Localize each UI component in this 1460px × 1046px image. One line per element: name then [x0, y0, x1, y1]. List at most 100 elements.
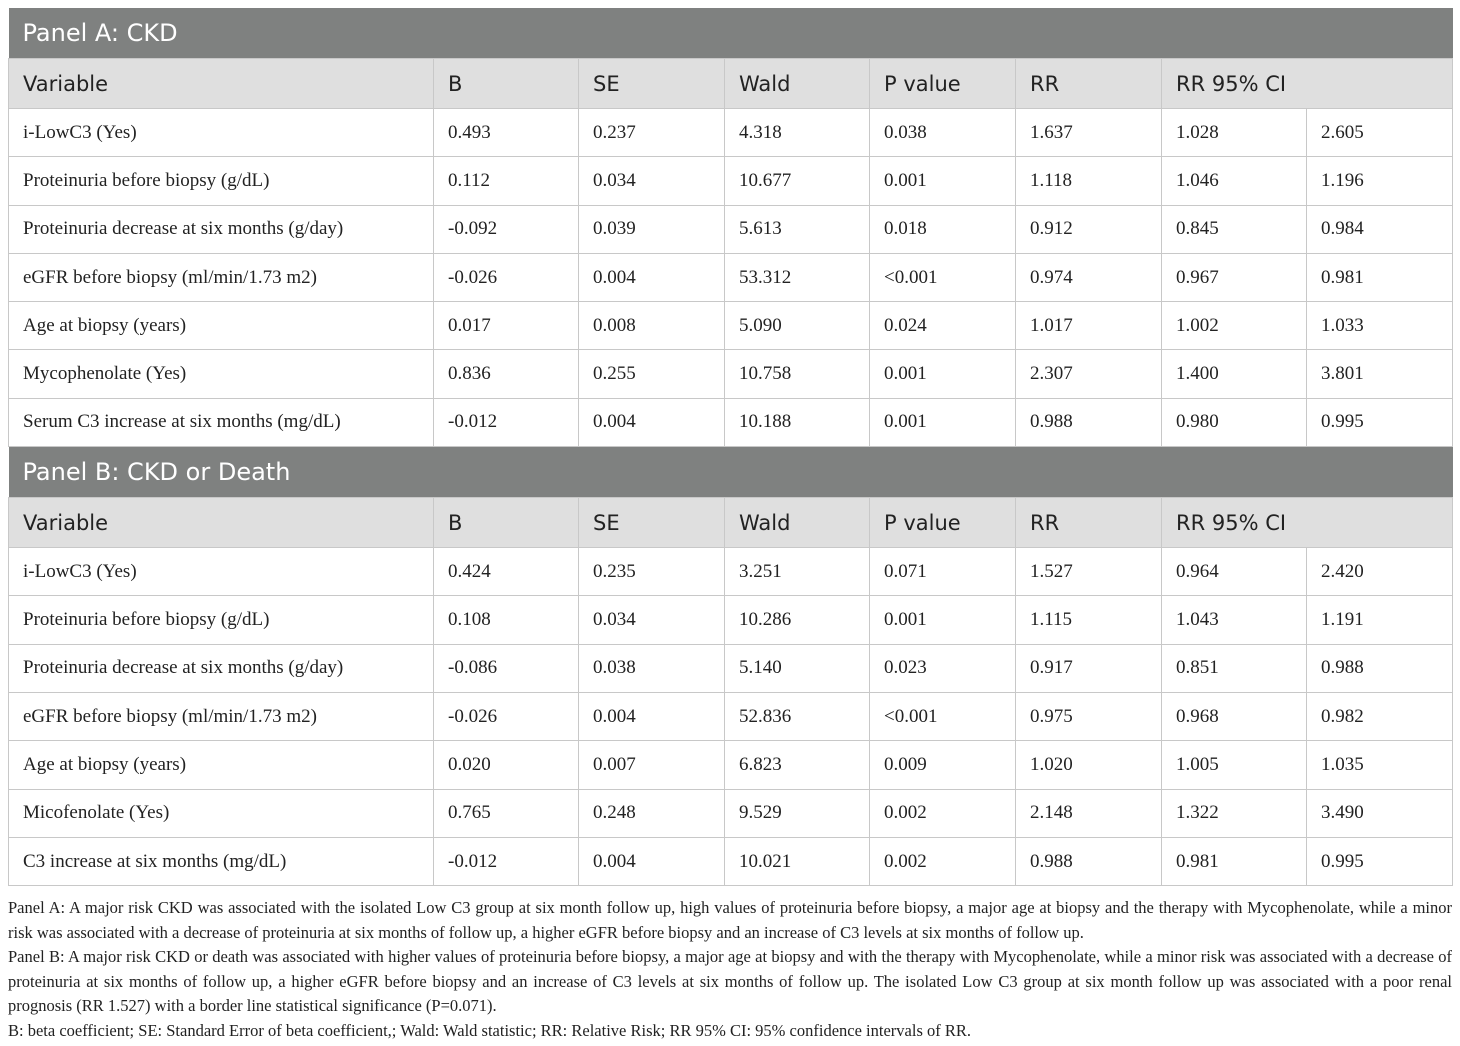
value-cell: 0.009: [869, 740, 1016, 790]
value-cell: 0.981: [1305, 252, 1454, 303]
column-header: SE: [578, 58, 725, 109]
value-cell: 10.188: [724, 397, 870, 448]
value-cell: 1.035: [1305, 740, 1454, 790]
column-header: Wald: [724, 497, 870, 549]
value-cell: 1.196: [1305, 156, 1454, 206]
column-header: Variable: [8, 497, 434, 549]
value-cell: 0.912: [1015, 204, 1162, 254]
value-cell: -0.012: [433, 836, 579, 887]
value-cell: 1.115: [1015, 595, 1162, 645]
value-cell: 5.613: [724, 204, 870, 254]
value-cell: 5.140: [724, 643, 870, 693]
table-row: Proteinuria before biopsy (g/dL) 0.108 0.0…: [8, 595, 1454, 645]
column-header: RR 95% CI: [1160, 58, 1454, 109]
value-cell: 0.001: [869, 156, 1016, 206]
column-header: P value: [869, 497, 1016, 549]
value-cell: 1.118: [1015, 156, 1162, 206]
value-cell: 0.004: [578, 691, 725, 742]
value-cell: 0.984: [1305, 204, 1454, 254]
value-cell: 0.235: [578, 547, 725, 597]
value-cell: 53.312: [724, 252, 870, 303]
variable-cell: Proteinuria before biopsy (g/dL): [8, 156, 434, 206]
variable-cell: Mycophenolate (Yes): [8, 349, 434, 399]
column-header: RR: [1015, 58, 1162, 109]
value-cell: 0.039: [578, 204, 725, 254]
value-cell: 3.251: [724, 547, 870, 597]
value-cell: 1.028: [1161, 107, 1307, 158]
table-row: Serum C3 increase at six months (mg/dL) -…: [8, 397, 1454, 448]
column-header: SE: [578, 497, 725, 549]
variable-cell: Proteinuria before biopsy (g/dL): [8, 595, 434, 645]
value-cell: 0.038: [869, 107, 1016, 158]
value-cell: 3.801: [1305, 349, 1454, 399]
table-row: Age at biopsy (years) 0.020 0.007 6.823 0.00…: [8, 740, 1454, 790]
value-cell: 0.034: [578, 156, 725, 206]
column-header-row: Variable B SE Wald P value RR RR 95% CI: [8, 497, 1454, 549]
value-cell: 0.018: [869, 204, 1016, 254]
value-cell: 10.021: [724, 836, 870, 887]
value-cell: 0.024: [869, 301, 1016, 351]
value-cell: -0.026: [433, 252, 579, 303]
value-cell: 2.148: [1015, 788, 1162, 838]
value-cell: 0.845: [1161, 204, 1307, 254]
value-cell: 1.020: [1015, 740, 1162, 790]
value-cell: 0.851: [1161, 643, 1307, 693]
table-row: Proteinuria decrease at six months (g/da…: [8, 643, 1454, 693]
table-row: i-LowC3 (Yes) 0.493 0.237 4.318 0.038 1.637 1.…: [8, 107, 1454, 158]
value-cell: 1.043: [1161, 595, 1307, 645]
table-footnotes: Panel A: A major risk CKD was associated…: [8, 896, 1452, 1043]
table-row: C3 increase at six months (mg/dL) -0.012 0…: [8, 836, 1454, 887]
value-cell: 0.071: [869, 547, 1016, 597]
value-cell: 0.108: [433, 595, 579, 645]
value-cell: 0.001: [869, 595, 1016, 645]
footnote-abbreviations: B: beta coefficient; SE: Standard Error …: [8, 1020, 971, 1040]
variable-cell: C3 increase at six months (mg/dL): [8, 836, 434, 887]
value-cell: 0.248: [578, 788, 725, 838]
value-cell: 52.836: [724, 691, 870, 742]
variable-cell: eGFR before biopsy (ml/min/1.73 m2): [8, 691, 434, 742]
value-cell: 0.112: [433, 156, 579, 206]
footnote-panel-b: Panel B: A major risk CKD or death was a…: [8, 947, 1452, 1015]
value-cell: 0.968: [1161, 691, 1307, 742]
value-cell: 10.758: [724, 349, 870, 399]
variable-cell: Serum C3 increase at six months (mg/dL): [8, 397, 434, 448]
variable-cell: Age at biopsy (years): [8, 740, 434, 790]
value-cell: 0.982: [1305, 691, 1454, 742]
value-cell: 0.967: [1161, 252, 1307, 303]
variable-cell: i-LowC3 (Yes): [8, 107, 434, 158]
value-cell: 0.255: [578, 349, 725, 399]
value-cell: 0.001: [869, 349, 1016, 399]
value-cell: 1.033: [1305, 301, 1454, 351]
value-cell: 0.493: [433, 107, 579, 158]
value-cell: 10.286: [724, 595, 870, 645]
value-cell: 0.975: [1015, 691, 1162, 742]
table-row: Age at biopsy (years) 0.017 0.008 5.090 0.02…: [8, 301, 1454, 351]
value-cell: 1.400: [1161, 349, 1307, 399]
value-cell: 0.917: [1015, 643, 1162, 693]
value-cell: 0.023: [869, 643, 1016, 693]
value-cell: 0.007: [578, 740, 725, 790]
table-row: Proteinuria before biopsy (g/dL) 0.112 0.0…: [8, 156, 1454, 206]
value-cell: 1.017: [1015, 301, 1162, 351]
value-cell: 1.002: [1161, 301, 1307, 351]
value-cell: 1.322: [1161, 788, 1307, 838]
variable-cell: eGFR before biopsy (ml/min/1.73 m2): [8, 252, 434, 303]
panel-title: Panel A: CKD: [8, 8, 1453, 59]
value-cell: 0.001: [869, 397, 1016, 448]
value-cell: 0.981: [1161, 836, 1307, 887]
value-cell: 2.307: [1015, 349, 1162, 399]
value-cell: 4.318: [724, 107, 870, 158]
variable-cell: Proteinuria decrease at six months (g/da…: [8, 204, 434, 254]
panel-title-row: Panel B: CKD or Death: [8, 446, 1453, 498]
column-header: RR: [1015, 497, 1162, 549]
column-header-row: Variable B SE Wald P value RR RR 95% CI: [8, 58, 1454, 109]
value-cell: 0.980: [1161, 397, 1307, 448]
value-cell: 2.605: [1305, 107, 1454, 158]
value-cell: 0.836: [433, 349, 579, 399]
variable-cell: Age at biopsy (years): [8, 301, 434, 351]
value-cell: -0.092: [433, 204, 579, 254]
column-header: P value: [869, 58, 1016, 109]
regression-table: Panel A: CKD Variable B SE Wald P value RR RR 9…: [8, 8, 1454, 887]
value-cell: 0.988: [1305, 643, 1454, 693]
column-header: RR 95% CI: [1160, 497, 1454, 549]
